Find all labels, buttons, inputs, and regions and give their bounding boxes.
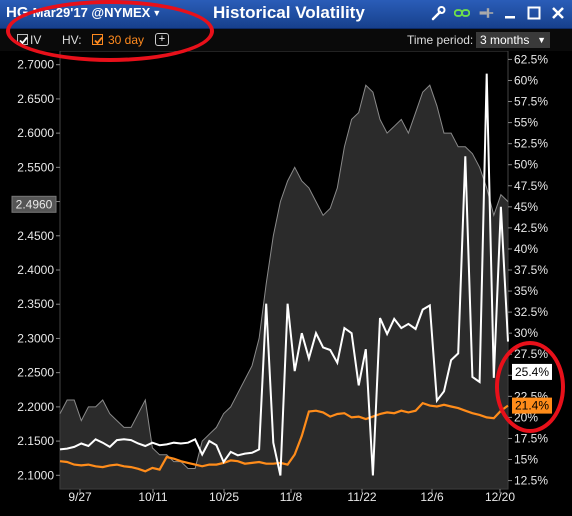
x-axis-tick-label: 9/27 — [68, 490, 92, 504]
right-axis-tick-label: 32.5% — [514, 305, 548, 319]
hv-checkbox[interactable] — [92, 34, 103, 45]
price-line — [59, 84, 509, 469]
left-axis-tick-label: 2.2500 — [17, 366, 54, 380]
left-axis: 2.1000 2.1500 2.2000 2.2500 2.3000 2.3500 2.40… — [17, 58, 60, 482]
left-axis-tick-label: 2.3500 — [17, 297, 54, 311]
x-axis-tick-label: 12/20 — [485, 490, 515, 504]
volatility-chart: 2.1000 2.1500 2.2000 2.2500 2.3000 2.3500 2.40… — [11, 51, 552, 504]
right-axis-tick-label: 55% — [514, 116, 538, 130]
x-axis: 9/27 10/11 10/25 11/8 11/22 12/6 12/20 — [68, 489, 515, 504]
volatility-toolbar: IV HV: 30 day + Time period: 3 months ▼ — [0, 29, 572, 51]
chevron-down-icon: ▼ — [537, 35, 546, 45]
close-icon[interactable] — [550, 5, 566, 21]
right-axis-tick-label: 15% — [514, 453, 538, 467]
iv-line — [59, 73, 509, 476]
left-axis-tick-label: 2.4000 — [17, 263, 54, 277]
right-axis-tick-label: 45% — [514, 200, 538, 214]
iv-label: IV — [30, 33, 42, 47]
left-axis-tick-label: 2.6000 — [17, 126, 54, 140]
right-axis-tick-label: 40% — [514, 242, 538, 256]
left-axis-tick-label: 2.1000 — [17, 468, 54, 482]
right-axis-tick-label: 57.5% — [514, 95, 548, 109]
right-axis-tick-label: 35% — [514, 284, 538, 298]
time-period-value: 3 months — [480, 33, 530, 47]
current-iv-label: 25.4% — [515, 365, 549, 379]
window-title-bar: HG Mar29'17 @NYMEX ▼ Historical Volatilit… — [0, 0, 572, 29]
right-axis-tick-label: 12.5% — [514, 474, 548, 488]
chevron-down-icon[interactable]: ▼ — [152, 8, 162, 19]
symbol-label: HG — [6, 4, 29, 21]
current-price-label: 2.4960 — [16, 197, 53, 211]
add-study-button[interactable]: + — [155, 33, 169, 46]
left-axis-tick-label: 2.5500 — [17, 160, 54, 174]
time-period-label: Time period: — [407, 33, 474, 47]
right-axis-tick-label: 42.5% — [514, 221, 548, 235]
link-icon[interactable] — [454, 5, 470, 21]
right-axis-tick-label: 62.5% — [514, 52, 548, 66]
left-axis-tick-label: 2.6500 — [17, 92, 54, 106]
time-period-select[interactable]: 3 months ▼ — [476, 32, 550, 48]
minimize-icon[interactable] — [502, 5, 518, 21]
current-price-marker — [11, 195, 57, 213]
wrench-icon[interactable] — [430, 5, 446, 21]
right-axis-tick-label: 52.5% — [514, 137, 548, 151]
current-hv-label: 21.4% — [515, 399, 549, 413]
pin-icon[interactable] — [478, 5, 494, 21]
x-axis-tick-label: 10/11 — [138, 490, 167, 504]
left-axis-tick-label: 2.7000 — [17, 58, 54, 72]
right-axis-tick-label: 20% — [514, 410, 538, 424]
right-axis-tick-label: 27.5% — [514, 347, 548, 361]
window-title: Historical Volatility — [213, 3, 365, 22]
hv-line — [59, 401, 509, 473]
contract-label: Mar29'17 @NYMEX — [32, 5, 151, 20]
iv-checkbox[interactable] — [17, 34, 28, 45]
right-axis-tick-label: 50% — [514, 158, 538, 172]
maximize-icon[interactable] — [526, 5, 542, 21]
right-axis-tick-label: 30% — [514, 326, 538, 340]
hv-period-label[interactable]: 30 day — [108, 33, 145, 47]
left-axis-tick-label: 2.3000 — [17, 331, 54, 345]
current-iv-marker — [512, 363, 552, 380]
left-axis-tick-label: 2.1500 — [17, 434, 54, 448]
price-area — [60, 85, 508, 489]
right-axis-tick-label: 60% — [514, 73, 538, 87]
x-axis-tick-label: 12/6 — [420, 490, 444, 504]
right-axis-tick-label: 37.5% — [514, 263, 548, 277]
x-axis-tick-label: 11/22 — [347, 490, 376, 504]
current-hv-marker — [512, 397, 552, 414]
x-axis-tick-label: 11/8 — [280, 490, 303, 504]
x-axis-tick-label: 10/25 — [209, 490, 239, 504]
right-axis: 12.5%15%17.5%20%22.5%25%27.5%30%32.5%35%… — [508, 52, 548, 488]
contract-selector[interactable]: HG Mar29'17 @NYMEX ▼ — [6, 4, 161, 21]
right-axis-tick-label: 17.5% — [514, 431, 548, 445]
left-axis-tick-label: 2.2000 — [17, 400, 54, 414]
left-axis-tick-label: 2.4500 — [17, 229, 54, 243]
right-axis-tick-label: 47.5% — [514, 179, 548, 193]
hv-label: HV: — [62, 33, 82, 47]
